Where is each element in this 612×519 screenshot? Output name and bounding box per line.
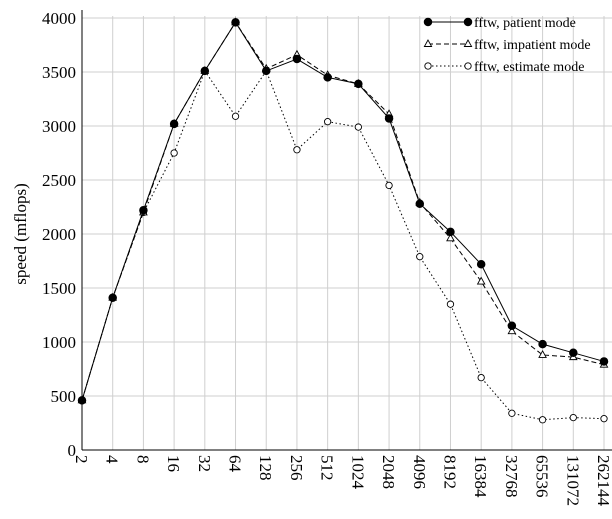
marker bbox=[261, 66, 271, 76]
marker bbox=[569, 348, 578, 358]
marker bbox=[293, 146, 301, 154]
x-tick-label: 65536 bbox=[533, 455, 552, 498]
marker bbox=[476, 259, 486, 269]
marker bbox=[446, 233, 455, 242]
x-tick-label: 256 bbox=[287, 455, 306, 481]
x-tick-label: 32768 bbox=[502, 455, 521, 498]
marker bbox=[538, 416, 547, 424]
marker bbox=[416, 253, 424, 261]
y-tick-label: 1500 bbox=[42, 279, 76, 298]
marker bbox=[354, 79, 363, 89]
x-tick-label: 16 bbox=[164, 455, 183, 472]
x-tick-label: 64 bbox=[226, 455, 245, 473]
marker bbox=[323, 73, 332, 82]
marker bbox=[569, 413, 577, 422]
marker bbox=[231, 18, 240, 27]
x-tick-label: 512 bbox=[318, 455, 337, 481]
x-tick-label: 4096 bbox=[410, 455, 429, 489]
series-line bbox=[81, 21, 605, 401]
marker bbox=[323, 118, 332, 126]
marker bbox=[600, 415, 608, 423]
marker bbox=[231, 112, 240, 120]
y-axis-label: speed (mflops) bbox=[11, 183, 30, 285]
y-tick-label: 0 bbox=[68, 441, 77, 460]
x-tick-label: 262144 bbox=[594, 455, 612, 507]
x-tick-label: 131072 bbox=[563, 455, 582, 506]
marker bbox=[599, 357, 609, 366]
marker bbox=[292, 54, 302, 64]
x-tick-label: 32 bbox=[195, 455, 214, 472]
legend: fftw, patient mode fftw, impatient mode ff… bbox=[423, 16, 591, 75]
x-tick-label: 1024 bbox=[348, 455, 367, 490]
marker bbox=[538, 339, 547, 349]
marker bbox=[169, 119, 179, 129]
legend-label: fftw, patient mode bbox=[474, 16, 576, 31]
marker bbox=[508, 409, 516, 417]
x-tick-label: 4 bbox=[103, 455, 122, 464]
marker bbox=[477, 373, 485, 382]
y-tick-label: 1000 bbox=[42, 333, 76, 352]
legend-marker bbox=[464, 62, 472, 70]
x-tick-label: 2 bbox=[72, 455, 91, 464]
legend-marker bbox=[463, 17, 473, 27]
legend-label: fftw, impatient mode bbox=[474, 38, 591, 53]
marker bbox=[170, 149, 178, 157]
marker bbox=[385, 181, 393, 190]
marker bbox=[446, 300, 455, 308]
legend-marker bbox=[423, 17, 433, 27]
marker bbox=[139, 205, 148, 215]
legend-marker bbox=[424, 62, 432, 70]
y-tick-label: 500 bbox=[51, 387, 77, 406]
legend-label: fftw, estimate mode bbox=[474, 60, 584, 75]
marker bbox=[476, 276, 486, 285]
marker bbox=[538, 350, 547, 358]
marker bbox=[507, 326, 517, 335]
marker bbox=[354, 123, 363, 131]
x-tick-label: 16384 bbox=[471, 455, 490, 498]
marker bbox=[507, 321, 517, 331]
y-tick-label: 3000 bbox=[42, 117, 76, 136]
y-tick-label: 4000 bbox=[42, 9, 76, 28]
y-tick-label: 2000 bbox=[42, 225, 76, 244]
y-tick-label: 2500 bbox=[42, 171, 76, 190]
marker bbox=[200, 66, 210, 76]
marker bbox=[446, 227, 455, 237]
x-tick-label: 8 bbox=[133, 455, 152, 464]
marker bbox=[108, 293, 117, 302]
y-tick-label: 3500 bbox=[42, 63, 76, 82]
x-tick-label: 128 bbox=[256, 455, 275, 481]
series-line bbox=[81, 69, 605, 421]
marker bbox=[77, 396, 87, 405]
x-tick-label: 2048 bbox=[379, 455, 398, 489]
legend-marker bbox=[423, 39, 433, 47]
marker bbox=[384, 114, 394, 123]
x-tick-label: 8192 bbox=[440, 455, 459, 489]
legend-marker bbox=[463, 39, 473, 47]
marker bbox=[415, 199, 425, 209]
series-line bbox=[81, 21, 605, 401]
